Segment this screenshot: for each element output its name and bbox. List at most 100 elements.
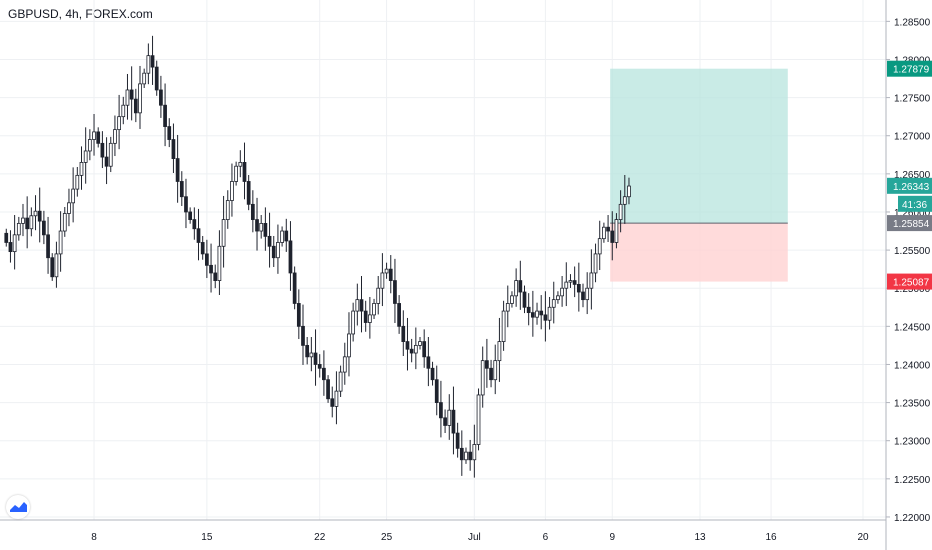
y-tick-label: 1.24000 xyxy=(894,360,931,371)
x-tick-label: 15 xyxy=(201,532,213,543)
candle-body xyxy=(443,417,447,426)
chart-title: GBPUSD, 4h, FOREX.com xyxy=(8,7,153,21)
candle-body xyxy=(29,215,34,230)
loss-zone xyxy=(610,223,788,282)
tradingview-logo[interactable] xyxy=(6,495,30,519)
candle-body xyxy=(250,203,255,220)
candle-body xyxy=(547,306,552,321)
candle-body xyxy=(205,253,209,266)
candle-body xyxy=(355,299,360,312)
candle-body xyxy=(480,360,485,396)
candle-body xyxy=(501,310,506,342)
candle-body xyxy=(589,272,594,289)
candle-body xyxy=(560,287,564,297)
logo-icon xyxy=(10,502,27,512)
candle-body xyxy=(393,280,397,304)
candle-body xyxy=(96,131,101,144)
candle-body xyxy=(556,295,560,301)
candle-body xyxy=(292,272,297,304)
x-tick-label: 9 xyxy=(609,532,615,543)
y-tick-label: 1.23500 xyxy=(894,399,931,410)
candle-body xyxy=(150,55,155,68)
x-tick-label: 20 xyxy=(857,532,869,543)
candle-body xyxy=(397,303,401,327)
candle-body xyxy=(543,314,548,321)
candle-body xyxy=(213,272,218,281)
candle-body xyxy=(267,235,272,247)
candle-body xyxy=(439,402,443,419)
candle-body xyxy=(526,306,531,314)
candle-body xyxy=(602,226,606,240)
candle-body xyxy=(12,234,17,253)
candle-body xyxy=(434,379,439,403)
candle-body xyxy=(409,348,414,354)
countdown-timer: 41:36 xyxy=(902,200,927,211)
candle-body xyxy=(16,223,21,236)
candle-body xyxy=(413,344,418,354)
candle-body xyxy=(67,202,71,214)
candle-body xyxy=(401,325,406,342)
candle-body xyxy=(296,303,301,327)
candle-body xyxy=(384,268,389,274)
candle-body xyxy=(133,98,138,114)
candle-body xyxy=(564,281,569,289)
candle-body xyxy=(163,104,167,127)
candle-body xyxy=(138,83,142,114)
x-tick-label: Jul xyxy=(468,532,481,543)
candle-body xyxy=(159,89,163,106)
candle-body xyxy=(576,283,581,293)
candle-body xyxy=(221,219,226,247)
candle-body xyxy=(610,230,615,243)
candle-body xyxy=(192,219,197,230)
price-label-bg xyxy=(887,177,932,194)
candle-body xyxy=(8,242,13,253)
y-tick-label: 1.28500 xyxy=(894,17,931,28)
candle-body xyxy=(489,367,493,381)
candle-body xyxy=(209,264,213,274)
x-tick-label: 6 xyxy=(543,532,549,543)
candle-body xyxy=(359,299,364,312)
candle-body xyxy=(618,203,623,220)
y-tick-label: 1.26500 xyxy=(894,170,931,181)
candle-body xyxy=(422,341,427,358)
candle-body xyxy=(338,371,343,392)
candle-body xyxy=(125,89,130,106)
candle-body xyxy=(87,139,92,152)
candle-body xyxy=(372,303,376,316)
candle-body xyxy=(46,234,50,259)
candle-body xyxy=(530,312,535,318)
candle-body xyxy=(234,165,238,182)
candle-body xyxy=(606,226,610,232)
candle-body xyxy=(230,181,234,201)
candle-body xyxy=(42,220,46,236)
y-tick-label: 1.25500 xyxy=(894,246,931,257)
y-tick-label: 1.22500 xyxy=(894,475,931,486)
candle-body xyxy=(175,158,180,182)
candle-body xyxy=(242,162,247,182)
candle-body xyxy=(313,352,318,365)
candle-body xyxy=(342,356,347,373)
candle-body xyxy=(614,219,619,243)
candle-body xyxy=(593,253,598,274)
x-tick-label: 25 xyxy=(381,532,393,543)
price-label: 1.25087 xyxy=(893,278,930,289)
candle-body xyxy=(188,211,193,220)
candle-body xyxy=(322,367,326,381)
candle-body xyxy=(522,291,527,308)
candle-body xyxy=(347,333,351,358)
candle-body xyxy=(459,447,464,461)
candle-body xyxy=(4,232,9,243)
candle-body xyxy=(154,66,159,91)
y-tick-label: 1.25000 xyxy=(894,284,931,295)
candle-body xyxy=(50,257,55,278)
candle-body xyxy=(288,240,293,274)
candle-body xyxy=(551,299,556,308)
candle-body xyxy=(405,341,410,350)
candle-body xyxy=(21,217,25,224)
candle-body xyxy=(451,409,456,434)
candle-body xyxy=(238,162,243,167)
candle-body xyxy=(37,210,42,222)
candle-body xyxy=(572,280,577,285)
candle-body xyxy=(535,310,539,318)
